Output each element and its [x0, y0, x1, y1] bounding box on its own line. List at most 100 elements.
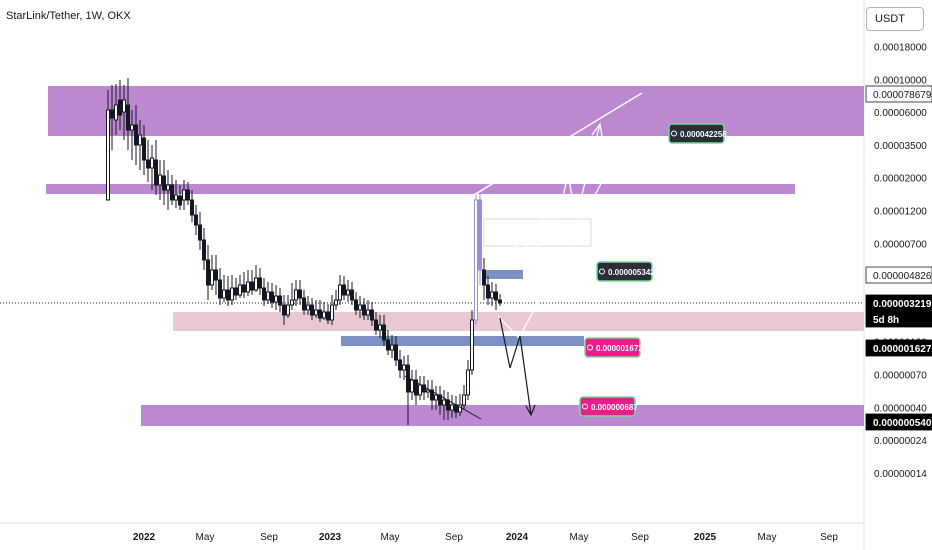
candle-body	[134, 124, 138, 146]
candle-body	[358, 304, 362, 311]
candle-body	[198, 224, 202, 241]
annotation-label: 0.000001672	[596, 344, 643, 353]
candle-body	[498, 299, 502, 304]
candle-body	[370, 309, 374, 321]
price-label-box	[865, 266, 932, 284]
candle-body	[154, 159, 158, 186]
candle-body	[342, 284, 346, 296]
annotation-icon	[599, 268, 605, 275]
projection-arrowhead-down	[525, 404, 536, 417]
candle-body	[266, 291, 270, 301]
x-tick-label: Sep	[820, 532, 838, 543]
candle-body	[322, 311, 326, 319]
candle-body	[254, 277, 258, 291]
candle-body	[130, 124, 134, 131]
price-label-box	[865, 310, 932, 328]
candle-body	[226, 289, 230, 301]
candle-body	[454, 404, 458, 413]
candle-body	[302, 297, 306, 311]
candle-body	[206, 259, 210, 286]
x-tick-label: May	[758, 532, 777, 543]
candle-body	[326, 311, 330, 321]
candle-body	[306, 304, 310, 311]
target-box	[483, 218, 592, 247]
candle-body	[194, 214, 198, 226]
candle-body	[422, 384, 426, 393]
candle-body	[170, 184, 174, 201]
annotation-box	[596, 261, 653, 282]
candle-body	[294, 289, 298, 301]
x-tick-label: May	[196, 532, 215, 543]
candle-body	[374, 319, 378, 331]
candle-body	[190, 199, 194, 216]
price-label-box	[865, 413, 932, 431]
candle-body	[390, 344, 394, 351]
annotation-label: 0.000000687	[591, 403, 638, 412]
candle-body	[250, 281, 254, 291]
chart-title: StarLink/Tether, 1W, OKX	[6, 10, 131, 22]
candle-body	[354, 299, 358, 311]
annotation-icon	[671, 130, 677, 137]
candle-body	[366, 309, 370, 316]
x-tick-label: May	[381, 532, 400, 543]
candle-body	[270, 291, 274, 303]
price-label: 0.000004826	[873, 271, 932, 282]
price-label: 5d 8h	[873, 315, 899, 326]
candle-body	[426, 389, 430, 393]
candle-body	[230, 287, 234, 301]
y-tick-label: 0.00018000	[874, 43, 927, 54]
y-tick-label: 0.00003500	[874, 141, 927, 152]
candle-body	[150, 157, 154, 169]
falling-trendline	[404, 375, 482, 420]
projection-path-up	[512, 123, 601, 254]
candle-body	[334, 299, 338, 306]
candle-body	[290, 299, 294, 306]
candle-body	[414, 379, 418, 396]
candle-body	[258, 277, 262, 289]
candle-body	[478, 199, 482, 271]
candle-body	[450, 404, 454, 411]
x-tick-label: 2024	[506, 532, 529, 543]
x-tick-label: 2025	[694, 532, 717, 543]
candle-body	[182, 189, 186, 201]
candle-body	[442, 399, 446, 406]
x-tick-label: 2023	[319, 532, 342, 543]
candle-body	[118, 99, 122, 116]
annotation-icon	[582, 403, 588, 410]
candle-body	[146, 159, 150, 169]
y-tick-label: 0.00000040	[874, 403, 927, 414]
candle-body	[382, 324, 386, 341]
candle-body	[214, 269, 218, 281]
resistance-trendline	[341, 92, 643, 276]
projection-path-down	[499, 317, 532, 416]
candle-body	[438, 394, 442, 406]
candle-body	[210, 269, 214, 286]
candle-body	[482, 269, 486, 286]
price-label-box	[865, 339, 932, 357]
currency-button[interactable]: USDT	[866, 7, 924, 31]
candle-body	[330, 304, 334, 321]
candle-body	[490, 291, 494, 299]
candle-body	[222, 289, 226, 299]
candle-body	[386, 339, 390, 351]
candle-body	[494, 291, 498, 301]
y-tick-label: 0.00006000	[874, 108, 927, 119]
candle-body	[462, 394, 466, 406]
annotation-label: 0.000042258	[680, 130, 727, 139]
candle-body	[418, 384, 422, 396]
candle-body	[470, 319, 474, 371]
candle-body	[394, 344, 398, 361]
zone-top-resistance-zone	[48, 86, 864, 136]
candle-body	[274, 295, 278, 303]
x-tick-label: May	[570, 532, 589, 543]
candle-body	[162, 175, 166, 191]
price-label: 0.000000540	[873, 418, 932, 429]
candle-body	[362, 304, 366, 316]
candle-body	[110, 109, 114, 119]
y-tick-label: 0.00000024	[874, 436, 927, 447]
price-label: 0.000003219	[873, 299, 932, 310]
price-label-box	[865, 85, 932, 103]
annotation-icon	[587, 344, 593, 351]
candle-body	[446, 399, 450, 411]
